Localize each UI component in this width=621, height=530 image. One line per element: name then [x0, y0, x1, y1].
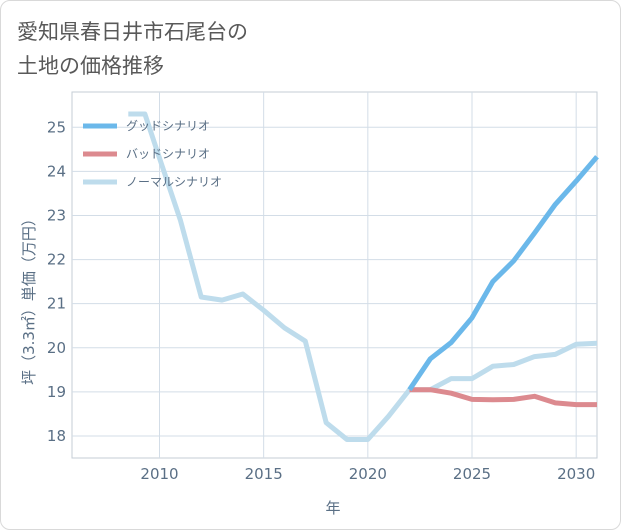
y-tick-label: 20: [47, 339, 66, 357]
y-tick-label: 22: [47, 251, 66, 269]
y-tick-label: 24: [47, 162, 66, 180]
legend-label: バッドシナリオ: [126, 147, 210, 161]
x-tick-label: 2010: [140, 465, 178, 483]
y-tick-label: 25: [47, 118, 66, 136]
x-tick-label: 2020: [349, 465, 387, 483]
y-tick-label: 21: [47, 295, 66, 313]
series-line-1: [409, 387, 597, 408]
y-tick-label: 18: [47, 427, 66, 445]
legend-label: グッドシナリオ: [126, 119, 210, 133]
chart-title: 愛知県春日井市石尾台の 土地の価格推移: [17, 20, 248, 78]
y-tick-label: 23: [47, 206, 66, 224]
series-line-0: [407, 155, 599, 392]
x-tick-label: 2030: [557, 465, 595, 483]
x-tick-label: 2025: [453, 465, 491, 483]
series-lines: [128, 111, 599, 442]
y-axis-title: 坪（3.3㎡）単価（万円）: [20, 211, 38, 385]
y-tick-label: 19: [47, 383, 66, 401]
x-axis-title: 年: [325, 499, 340, 517]
x-tick-label: 2015: [245, 465, 283, 483]
series-line-2: [128, 111, 598, 442]
legend-label: ノーマルシナリオ: [126, 175, 222, 189]
tick-labels: 18 19 20 21 22 23 24 25 2010 2015 2020 2025 2030: [47, 118, 595, 483]
